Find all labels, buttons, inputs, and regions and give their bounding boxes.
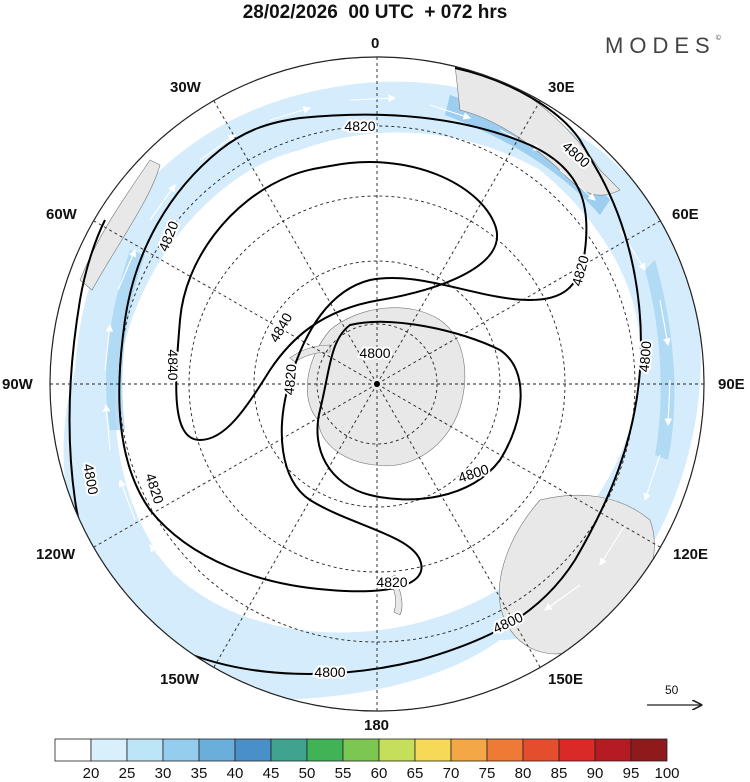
colorbar-swatch	[162, 738, 200, 762]
colorbar-swatch	[90, 738, 128, 762]
polar-map: 4820 4800 4820 4800 4820 4840 4800 4820 …	[49, 56, 705, 712]
lon-label-90w: 90W	[2, 376, 33, 393]
colorbar-tick-label: 60	[370, 765, 388, 782]
wind-vector	[544, 584, 581, 611]
landmasses	[79, 64, 655, 655]
colorbar-swatch	[378, 738, 416, 762]
wind-vector	[104, 323, 114, 371]
colorbar-swatch	[126, 738, 164, 762]
jet-core-indian	[645, 260, 675, 460]
lon-label-0: 0	[371, 35, 380, 52]
lon-label-30e: 30E	[548, 79, 575, 96]
colorbar-tick-label: 70	[442, 765, 460, 782]
colorbar-tick-label: 35	[190, 765, 208, 782]
wind-vector	[349, 94, 397, 103]
colorbar-tick-label: 90	[586, 765, 604, 782]
contour-4840	[175, 161, 498, 442]
contour-label: 4840	[165, 349, 181, 380]
colorbar-swatch	[54, 738, 92, 762]
colorbar-swatch	[414, 738, 452, 762]
lon-label-120w: 120W	[36, 546, 76, 563]
colorbar-swatch	[558, 738, 596, 762]
chart-title: 28/02/2026 00 UTC + 072 hrs	[242, 2, 508, 23]
lon-label-60e: 60E	[672, 206, 699, 223]
colorbar-swatch	[486, 738, 524, 762]
map-border	[49, 56, 705, 712]
wind-vector	[102, 403, 111, 451]
meridians	[50, 57, 704, 711]
wind-vector	[659, 299, 671, 347]
colorbar-tick-label: 20	[82, 765, 100, 782]
colorbar-swatch	[594, 738, 632, 762]
colorbar-tick-label: 65	[406, 765, 424, 782]
colorbar-swatch	[306, 738, 344, 762]
colorbar-tick-label: 55	[334, 765, 352, 782]
contour-label: 4800	[359, 345, 390, 361]
wind-vector-key-label: 50	[665, 683, 679, 697]
wind-speed-colorbar	[54, 738, 668, 762]
colorbar-tick-label: 25	[118, 765, 136, 782]
wind-vectors	[102, 94, 673, 611]
colorbar-tick-label: 80	[514, 765, 532, 782]
contour-4800	[316, 320, 522, 501]
colorbar-swatch	[630, 738, 668, 762]
south-pole-marker	[374, 381, 380, 387]
colorbar-tick-label: 30	[154, 765, 172, 782]
colorbar-tick-label: 40	[226, 765, 244, 782]
new-zealand	[389, 574, 403, 616]
lon-label-120e: 120E	[673, 546, 709, 563]
contour-label: 4820	[344, 118, 375, 134]
height-contours	[68, 67, 642, 675]
lon-label-150w: 150W	[160, 671, 200, 688]
colorbar-swatch	[198, 738, 236, 762]
lon-label-90e: 90E	[718, 376, 745, 393]
colorbar-tick-label: 85	[550, 765, 568, 782]
lon-label-180: 180	[364, 717, 390, 734]
contour-label: 4800	[636, 340, 655, 373]
colorbar-swatch	[342, 738, 380, 762]
wind-vector	[429, 104, 472, 120]
wind-vector	[149, 184, 176, 221]
colorbar-swatch	[450, 738, 488, 762]
contour-4800-outer	[68, 67, 642, 675]
contour-label: 4820	[281, 363, 300, 396]
wind-vector	[664, 379, 673, 427]
jet-core-atlantic	[445, 95, 610, 215]
wind-vector-key	[647, 684, 705, 714]
colorbar-tick-label: 95	[622, 765, 640, 782]
colorbar-swatch	[522, 738, 560, 762]
jet-core-pacific	[106, 250, 145, 430]
wind-vector	[599, 524, 626, 566]
lon-label-60w: 60W	[46, 206, 77, 223]
contour-label: 4820	[376, 574, 407, 590]
wind-vector	[118, 478, 136, 521]
colorbar-swatch	[234, 738, 272, 762]
modes-logo: MODES©	[605, 33, 721, 58]
wind-vector	[269, 106, 312, 121]
lon-label-30w: 30W	[170, 79, 201, 96]
wind-vector	[619, 229, 646, 271]
wind-vector	[643, 454, 661, 502]
colorbar-tick-label: 50	[298, 765, 316, 782]
colorbar-tick-label: 75	[478, 765, 496, 782]
contour-label: 4800	[314, 664, 345, 680]
colorbar-tick-label: 45	[262, 765, 280, 782]
wind-vector	[149, 544, 176, 576]
south-america	[79, 159, 161, 291]
colorbar-swatch	[270, 738, 308, 762]
contour-4820	[118, 113, 588, 593]
antarctica	[307, 307, 466, 467]
wind-vector	[117, 248, 136, 291]
wind-vector	[199, 134, 236, 161]
lon-label-150e: 150E	[548, 671, 584, 688]
colorbar-tick-label: 100	[654, 765, 680, 782]
